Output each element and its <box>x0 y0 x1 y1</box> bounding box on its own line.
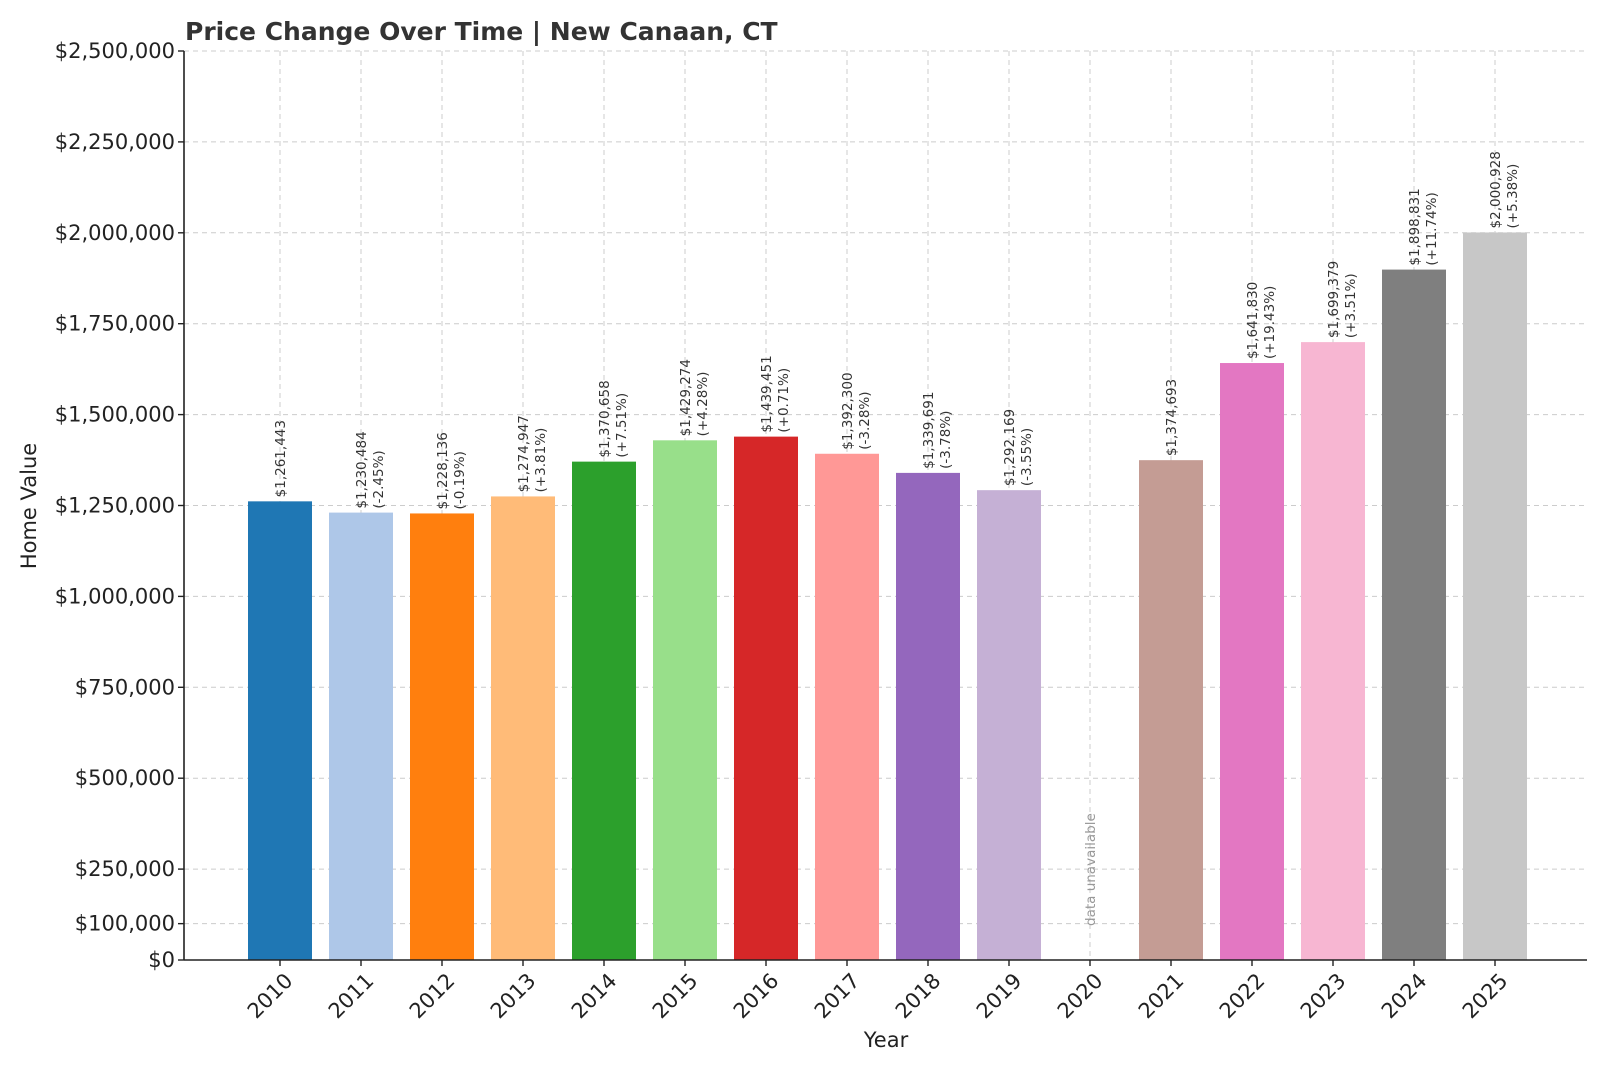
bar-2025 <box>1463 232 1527 960</box>
y-axis-title: Home Value <box>17 443 41 569</box>
value-label-2022: $1,641,830 <box>1245 282 1261 359</box>
y-tick-label: $1,500,000 <box>55 403 175 427</box>
x-tick-label-2010: 2010 <box>243 969 298 1024</box>
x-tick-label-2014: 2014 <box>567 969 622 1024</box>
y-tick-label: $2,500,000 <box>55 39 175 63</box>
x-tick-label-2022: 2022 <box>1215 969 1270 1024</box>
data-labels-layer: $1,261,443 $1,230,484 (-2.45%) $1,228,136 (-… <box>273 151 1521 926</box>
value-label-2014: $1,370,658 <box>597 380 613 457</box>
change-label-2023: (+3.51%) <box>1343 273 1359 338</box>
value-label-2017: $1,392,300 <box>840 372 856 449</box>
x-tick-label-2018: 2018 <box>891 969 946 1024</box>
value-label-2018: $1,339,691 <box>921 392 937 469</box>
bar-2016 <box>734 436 798 961</box>
bar-2017 <box>815 453 879 960</box>
x-tick-label-2015: 2015 <box>648 969 703 1024</box>
y-tick-label: $2,250,000 <box>55 130 175 154</box>
bar-2011 <box>329 512 393 960</box>
change-label-2015: (+4.28%) <box>695 372 711 437</box>
change-label-2014: (+7.51%) <box>614 393 630 458</box>
bar-2019 <box>977 490 1041 960</box>
value-label-2024: $1,898,831 <box>1407 188 1423 265</box>
change-label-2012: (-0.19%) <box>452 451 468 509</box>
change-label-2024: (+11.74%) <box>1424 192 1440 265</box>
bar-2014 <box>572 461 636 960</box>
value-label-2016: $1,439,451 <box>759 355 775 432</box>
x-tick-label-2024: 2024 <box>1377 969 1432 1024</box>
change-label-2013: (+3.81%) <box>533 428 549 493</box>
x-tick-label-2013: 2013 <box>486 969 541 1024</box>
value-label-2025: $2,000,928 <box>1488 151 1504 228</box>
bar-2024 <box>1382 269 1446 960</box>
grid-layer <box>184 50 1587 961</box>
x-tick-label-2012: 2012 <box>405 969 460 1024</box>
y-tick-label: $1,000,000 <box>55 584 175 608</box>
bar-2012 <box>410 513 474 960</box>
x-tick-label-2017: 2017 <box>810 969 865 1024</box>
y-tick-label: $500,000 <box>75 766 175 790</box>
change-label-2022: (+19.43%) <box>1262 286 1278 359</box>
x-tick-label-2011: 2011 <box>324 969 379 1024</box>
x-tick-label-2023: 2023 <box>1296 969 1351 1024</box>
x-tick-label-2021: 2021 <box>1134 969 1189 1024</box>
bars-layer <box>248 232 1527 961</box>
change-label-2019: (-3.55%) <box>1019 428 1035 486</box>
change-label-2018: (-3.78%) <box>938 411 954 469</box>
value-label-2015: $1,429,274 <box>678 359 694 436</box>
x-axis-title: Year <box>863 1028 909 1052</box>
y-tick-label: $1,250,000 <box>55 494 175 518</box>
value-label-2010: $1,261,443 <box>273 420 289 497</box>
chart-title: Price Change Over Time | New Canaan, CT <box>185 17 778 46</box>
y-tick-label: $2,000,000 <box>55 221 175 245</box>
bar-2023 <box>1301 342 1365 960</box>
change-label-2025: (+5.38%) <box>1505 164 1521 229</box>
value-label-2023: $1,699,379 <box>1326 261 1342 338</box>
bar-2022 <box>1220 363 1284 960</box>
bar-2015 <box>653 440 717 960</box>
value-label-2011: $1,230,484 <box>354 431 370 508</box>
bar-2018 <box>896 472 960 960</box>
x-tick-label-2025: 2025 <box>1458 969 1513 1024</box>
y-tick-label: $100,000 <box>75 912 175 936</box>
x-tick-label-2019: 2019 <box>972 969 1027 1024</box>
change-label-2011: (-2.45%) <box>371 450 387 508</box>
change-label-2017: (-3.28%) <box>857 391 873 449</box>
x-tick-label-2020: 2020 <box>1053 969 1108 1024</box>
missing-data-label-2020: data unavailable <box>1083 813 1099 926</box>
bar-2021 <box>1139 460 1203 960</box>
value-label-2021: $1,374,693 <box>1164 379 1180 456</box>
x-tick-label-2016: 2016 <box>729 969 784 1024</box>
bar-2013 <box>491 496 555 960</box>
y-tick-label: $1,750,000 <box>55 312 175 336</box>
value-label-2019: $1,292,169 <box>1002 409 1018 486</box>
value-label-2013: $1,274,947 <box>516 415 532 492</box>
y-tick-label: $750,000 <box>75 675 175 699</box>
y-tick-label: $250,000 <box>75 857 175 881</box>
value-label-2012: $1,228,136 <box>435 432 451 509</box>
change-label-2016: (+0.71%) <box>776 368 792 433</box>
y-tick-label: $0 <box>148 948 175 972</box>
bar-2010 <box>248 501 312 960</box>
